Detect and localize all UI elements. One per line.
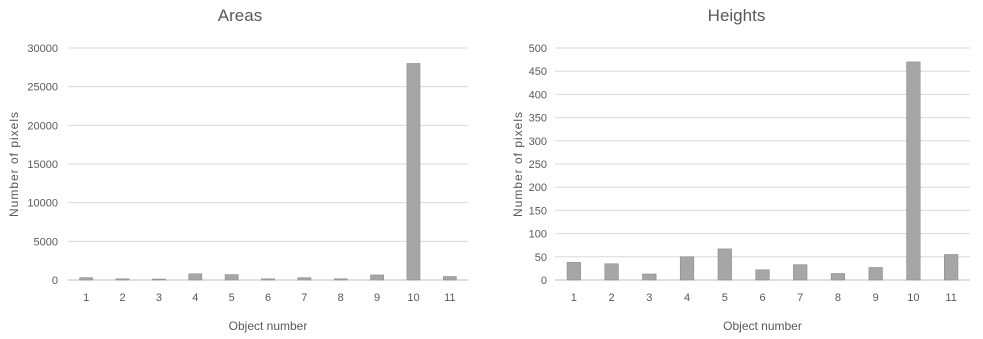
x-tick-label: 2 [119,292,125,304]
bar [370,274,384,281]
x-tick-label: 1 [83,292,89,304]
x-tick-label: 9 [374,292,380,304]
bar [188,273,203,281]
bar [79,277,94,281]
y-tick-label: 450 [529,66,547,78]
bar [297,277,312,281]
y-axis-label: Number of pixels [511,111,525,217]
x-tick-label: 11 [444,292,455,304]
x-tick-label: 9 [873,292,879,304]
bar [642,273,657,281]
heights-chart: 0 50 100 150 200 250 300 350 400 450 500 1 2 3 4 5 6 7 8 9 1… [511,43,970,333]
bar [442,276,457,281]
bar [906,61,921,281]
y-axis-label: Number of pixels [7,111,21,217]
y-tick-label: 50 [535,252,547,264]
bar [152,278,166,281]
y-tick-label: 0 [52,275,58,287]
y-tick-label: 20000 [27,120,58,132]
bar [566,262,581,281]
y-tick-label: 400 [529,89,547,101]
x-tick-label: 3 [156,292,162,304]
bar [944,254,959,281]
y-tick-label: 10000 [27,198,58,210]
bar [333,278,348,281]
x-axis-label: Object number [723,319,802,333]
x-tick-label: 4 [192,292,198,304]
y-tick-label: 30000 [27,43,58,55]
x-tick-label: 4 [684,292,690,304]
bar [868,267,883,281]
y-tick-label: 0 [541,275,547,287]
x-tick-label: 11 [945,292,956,304]
x-tick-label: 5 [229,292,235,304]
x-tick-label: 7 [797,292,803,304]
bar [830,273,846,281]
y-tick-label: 25000 [27,82,58,94]
areas-chart: 0 5000 10000 15000 20000 25000 30000 1 2 3 4 5 6 7 8 9 1… [7,43,468,333]
bar [679,256,695,281]
x-tick-label: 8 [835,292,841,304]
x-tick-label: 8 [338,292,344,304]
y-tick-label: 250 [529,159,547,171]
y-tick-label: 5000 [34,236,58,248]
y-tick-label: 15000 [27,159,58,171]
x-tick-label: 3 [646,292,652,304]
x-tick-label: 6 [759,292,765,304]
y-tick-label: 150 [529,205,547,217]
bar [755,269,770,281]
x-tick-label: 2 [609,292,615,304]
bar [604,263,619,281]
chart-title: Heights [707,6,766,25]
chart-title: Areas [217,6,263,25]
x-tick-label: 1 [571,292,577,304]
x-tick-label: 10 [907,292,919,304]
y-tick-label: 500 [529,43,547,55]
y-tick-label: 350 [529,113,547,125]
bar [793,264,808,281]
y-tick-label: 300 [529,136,547,148]
areas-chart-panel: Areas 0 5000 10000 15000 20000 25000 30000 1 2 3 4… [0,0,480,339]
y-tick-label: 100 [529,229,547,241]
bar [224,274,239,281]
bar [261,278,275,281]
x-tick-label: 10 [407,292,419,304]
bar [717,248,732,281]
x-tick-label: 7 [301,292,307,304]
x-tick-label: 5 [722,292,728,304]
y-tick-label: 200 [529,182,547,194]
x-tick-label: 6 [265,292,271,304]
bar [406,63,421,281]
bar [115,278,130,281]
x-axis-label: Object number [229,319,308,333]
heights-chart-panel: Heights 0 50 100 150 200 250 300 350 400 450 500 1 2… [490,0,983,339]
